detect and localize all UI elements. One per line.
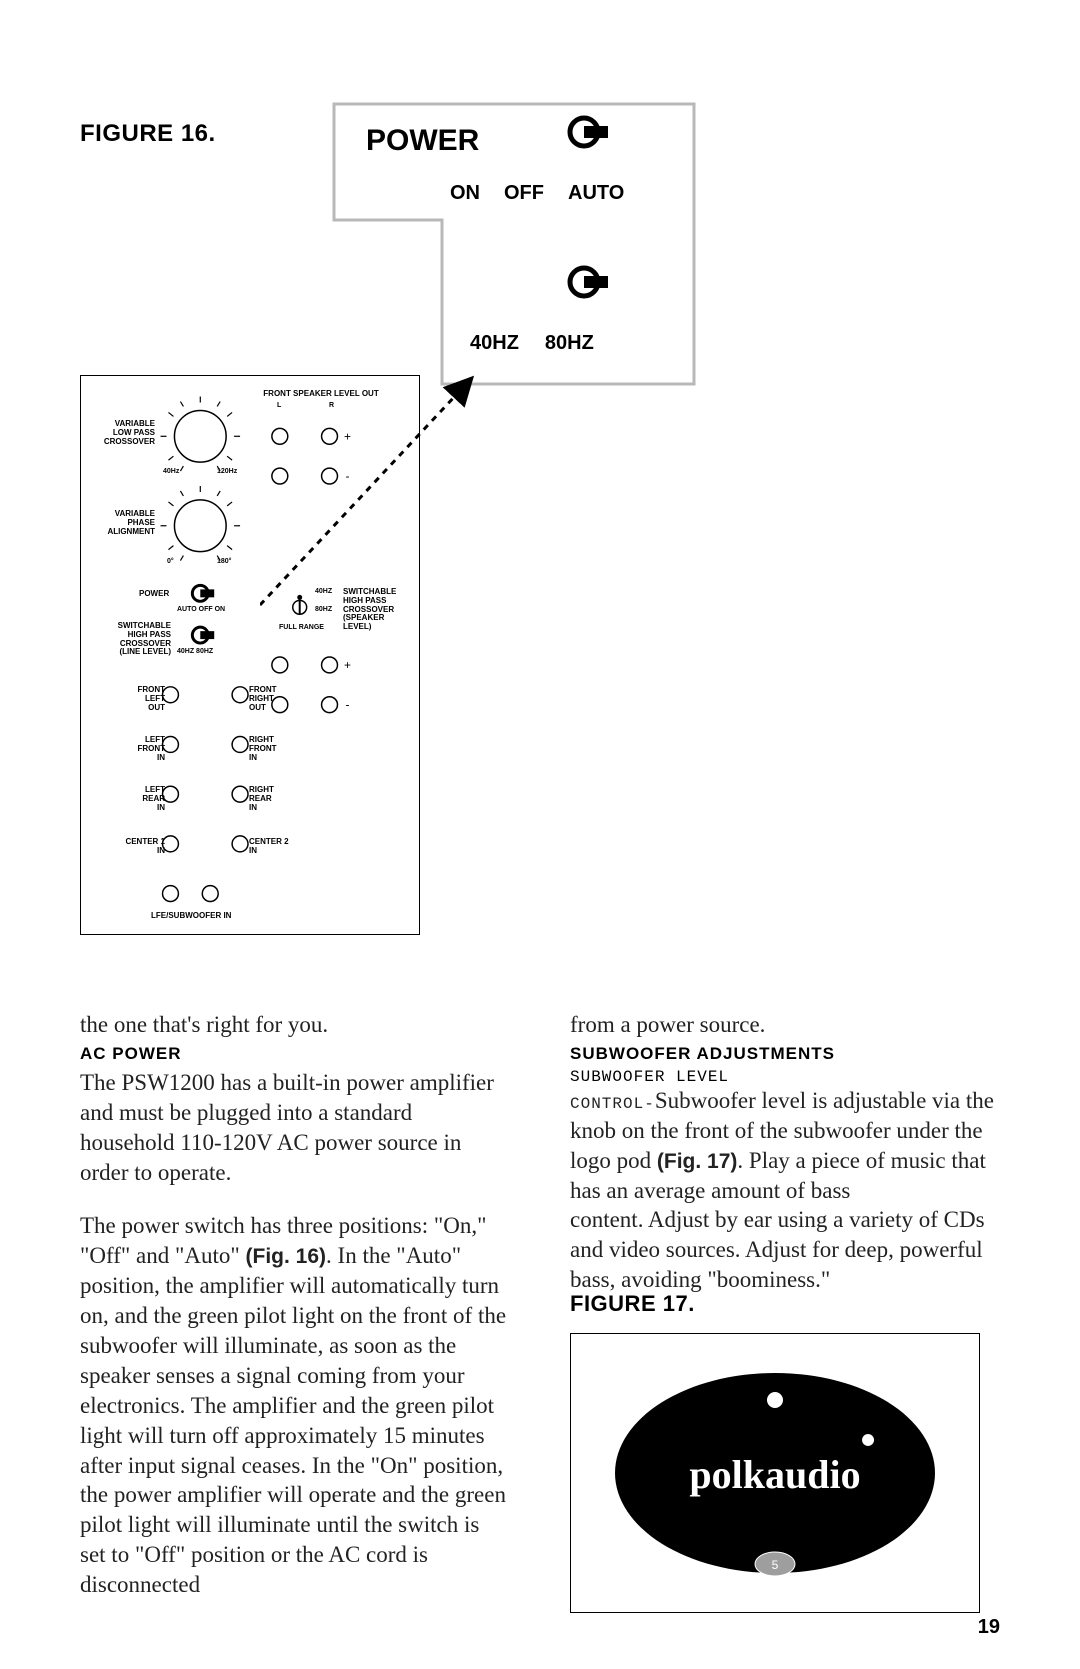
left-p2: The power switch has three positions: "O… xyxy=(80,1211,510,1600)
fig16-ref: (Fig. 16) xyxy=(246,1245,327,1268)
left-p2c: . In the "Auto" position, the amplifier … xyxy=(80,1243,506,1597)
phase-knob xyxy=(161,486,241,561)
label-l: L xyxy=(277,402,281,410)
label-lf-in: LEFT FRONT IN xyxy=(123,736,165,762)
page-number: 19 xyxy=(978,1616,1000,1639)
svg-text:-: - xyxy=(345,698,349,712)
label-power: POWER xyxy=(139,590,169,599)
label-var-lowpass: VARIABLE LOW PASS CROSSOVER xyxy=(93,420,155,446)
svg-text:+: + xyxy=(344,429,351,443)
label-180deg: 180° xyxy=(217,558,231,566)
polk-logo-text: polkaudio xyxy=(689,1452,860,1497)
lowpass-knob xyxy=(161,397,241,472)
figure17-box: polkaudio 5 xyxy=(570,1333,980,1613)
body-columns: the one that's right for you. AC POWER T… xyxy=(80,1010,1000,1613)
label-r: R xyxy=(329,402,334,410)
svg-text:+: + xyxy=(344,658,351,672)
right-p2: content. Adjust by ear using a variety o… xyxy=(570,1205,1000,1295)
right-column: from a power source. SUBWOOFER ADJUSTMEN… xyxy=(570,1010,1000,1613)
label-fl-out: FRONT LEFT OUT xyxy=(123,686,165,712)
label-hp-80: 80HZ xyxy=(315,606,332,614)
crossover-switch-icon xyxy=(566,262,614,302)
callout-80hz: 80HZ xyxy=(545,332,594,355)
panel-hp-line-switch xyxy=(192,627,214,643)
label-c1: CENTER 1 IN xyxy=(113,838,165,856)
logo-knob-value: 5 xyxy=(772,1558,779,1572)
callout-auto: AUTO xyxy=(568,182,624,205)
callout-off: OFF xyxy=(504,182,544,205)
label-lr-in: LEFT REAR IN xyxy=(123,786,165,812)
callout-40hz: 40HZ xyxy=(470,332,519,355)
label-c2: CENTER 2 IN xyxy=(249,838,301,856)
label-hp-40: 40HZ xyxy=(315,588,332,596)
label-lfe: LFE/SUBWOOFER IN xyxy=(151,912,231,921)
panel-hp-speaker-switch xyxy=(293,595,307,614)
figure16-callout: POWER ON OFF AUTO 40HZ 80HZ xyxy=(330,100,700,390)
label-rf-in: RIGHT FRONT IN xyxy=(249,736,291,762)
callout-on: ON xyxy=(450,182,480,205)
label-front-speaker-out: FRONT SPEAKER LEVEL OUT xyxy=(261,390,381,399)
left-p1: The PSW1200 has a built-in power amplifi… xyxy=(80,1068,510,1188)
subwoofer-adj-head: SUBWOOFER ADJUSTMENTS xyxy=(570,1044,1000,1064)
label-hp-vals: 40HZ 80HZ xyxy=(177,648,213,656)
svg-text:-: - xyxy=(345,469,349,483)
label-120hz: 120Hz xyxy=(217,468,237,476)
callout-40hz-80hz: 40HZ 80HZ xyxy=(470,332,594,355)
label-rr-in: RIGHT REAR IN xyxy=(249,786,291,812)
control-prefix: CONTROL- xyxy=(570,1095,655,1113)
label-hp-line: SWITCHABLE HIGH PASS CROSSOVER (LINE LEV… xyxy=(99,622,171,657)
subwoofer-back-panel: + - + - FRONT SPEAKER LEVEL OUT L R VARIAB… xyxy=(80,375,420,935)
right-p1: CONTROL-Subwoofer level is adjustable vi… xyxy=(570,1086,1000,1206)
label-var-phase: VARIABLE PHASE ALIGNMENT xyxy=(93,510,155,536)
subwoofer-level-head: SUBWOOFER LEVEL xyxy=(570,1068,1000,1086)
label-hp-spk: SWITCHABLE HIGH PASS CROSSOVER (SPEAKER … xyxy=(343,588,409,632)
panel-power-switch xyxy=(192,585,214,601)
callout-power-title: POWER xyxy=(366,124,479,158)
power-switch-icon xyxy=(566,112,614,152)
label-power-modes: AUTO OFF ON xyxy=(177,606,225,614)
callout-on-off-auto: ON OFF AUTO xyxy=(450,182,624,205)
ac-power-head: AC POWER xyxy=(80,1044,510,1064)
right-lead: from a power source. xyxy=(570,1010,1000,1040)
figure16-label: FIGURE 16. xyxy=(80,120,216,148)
label-fr-out: FRONT RIGHT OUT xyxy=(249,686,291,712)
label-40hz: 40Hz xyxy=(163,468,179,476)
label-hp-full: FULL RANGE xyxy=(279,624,324,632)
label-0deg: 0° xyxy=(167,558,174,566)
fig17-ref: (Fig. 17) xyxy=(657,1150,738,1173)
left-lead: the one that's right for you. xyxy=(80,1010,510,1040)
left-column: the one that's right for you. AC POWER T… xyxy=(80,1010,510,1613)
polk-logo-pod: polkaudio 5 xyxy=(595,1358,955,1588)
